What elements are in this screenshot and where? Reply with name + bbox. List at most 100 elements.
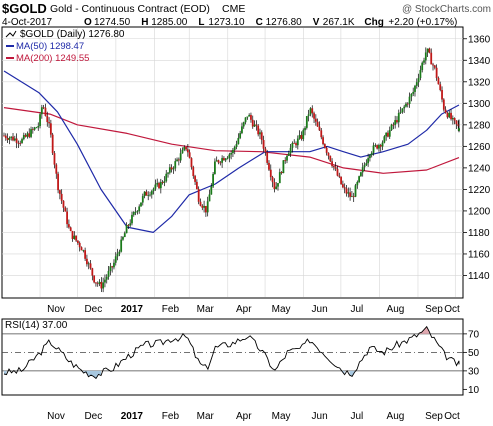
candle-body	[71, 230, 74, 239]
rsi-tick-label: 30	[468, 366, 480, 377]
candle-body	[123, 233, 126, 238]
candle-body	[396, 120, 398, 123]
candle-body	[114, 256, 117, 263]
candle-body	[250, 114, 252, 120]
candle-body	[304, 127, 306, 131]
candle-body	[122, 237, 124, 240]
ohlc-value-c: 1276.80	[266, 17, 303, 28]
candle-body	[428, 48, 431, 53]
candle-body	[266, 152, 269, 163]
candle-body	[120, 239, 123, 252]
rsi-reference-lines	[2, 333, 463, 372]
candle-body	[437, 78, 440, 85]
candle-body	[287, 153, 290, 156]
price-tick-label: 1140	[468, 271, 490, 282]
price-tick-label: 1300	[468, 99, 491, 110]
candle-body	[363, 165, 366, 168]
candle-body	[433, 65, 436, 68]
candle-body	[21, 139, 23, 143]
candle-body	[401, 108, 404, 112]
candle-body	[109, 266, 112, 271]
rsi-band-fill	[349, 370, 355, 377]
candle-body	[253, 124, 256, 127]
candle-body	[143, 191, 146, 197]
candle-body	[415, 82, 418, 86]
price-axis-labels: 1140 1160 1180 1200 1220 1240 1260 1280 1300 1320…	[463, 34, 491, 282]
candle-body	[176, 159, 178, 162]
candle-body	[192, 167, 195, 177]
candle-body	[48, 122, 50, 124]
candle-body	[316, 121, 319, 127]
candle-body	[91, 268, 94, 276]
price-grid	[2, 28, 463, 297]
ohlc-value-l: 1273.10	[208, 17, 245, 28]
candle-body	[352, 196, 355, 198]
candle-body	[215, 160, 218, 162]
price-month-label: Jul	[351, 304, 364, 315]
candle-body	[405, 103, 407, 107]
candle-body	[259, 132, 261, 135]
candle-body	[51, 134, 54, 154]
candle-body	[403, 106, 406, 109]
rsi-month-label: Oct	[444, 411, 460, 422]
candle-body	[57, 173, 59, 191]
rsi-path	[3, 325, 460, 380]
ma50-legend-label: MA(50) 1298.47	[16, 41, 84, 52]
candle-body	[307, 114, 310, 117]
candle-body	[145, 191, 148, 196]
candle-body	[421, 62, 424, 71]
price-tick-label: 1160	[468, 249, 490, 260]
candle-body	[453, 117, 456, 121]
symbol-title: $GOLD	[2, 1, 47, 16]
ohlc-readout: O 1274.50 H 1285.00 L 1273.10 C 1276.80 V 267.1K C…	[84, 17, 457, 28]
price-month-labels: Nov Dec 2017 Feb Mar Apr May Jun Jul Aug Sep Oct	[47, 304, 460, 315]
price-tick-label: 1280	[468, 120, 491, 131]
candle-body	[129, 223, 132, 226]
rsi-month-label: Sep	[425, 411, 443, 422]
rsi-title: RSI(14) 37.00	[5, 320, 68, 331]
candle-body	[325, 147, 328, 153]
candle-body	[248, 114, 251, 117]
rsi-panel	[1, 318, 464, 396]
ma-200--path	[3, 107, 460, 174]
rsi-tick-label: 10	[468, 385, 480, 396]
candle-body	[159, 182, 162, 189]
rsi-month-labels: Nov Dec 2017 Feb Mar Apr May Jun Jul Aug Sep Oct	[47, 411, 460, 422]
candle-body	[77, 240, 79, 243]
candle-body	[67, 224, 70, 228]
price-month-label: Dec	[84, 304, 102, 315]
candle-body	[154, 184, 157, 189]
candle-body	[217, 160, 220, 163]
candle-body	[35, 127, 38, 129]
candle-body	[116, 253, 119, 257]
candle-body	[435, 67, 438, 79]
rsi-month-label: 2017	[121, 411, 144, 422]
candle-body	[430, 52, 433, 65]
candle-body	[55, 164, 58, 174]
candle-body	[10, 136, 13, 138]
candle-body	[260, 132, 263, 141]
rsi-month-label: Dec	[84, 411, 102, 422]
candle-body	[156, 182, 159, 185]
candle-body	[388, 130, 391, 137]
candle-body	[96, 283, 99, 285]
candle-body	[80, 247, 83, 251]
candle-body	[332, 166, 335, 168]
candle-body	[305, 116, 308, 128]
price-month-label: Aug	[387, 304, 405, 315]
candle-body	[78, 242, 81, 248]
candle-body	[98, 281, 101, 284]
candle-body	[58, 190, 61, 194]
candle-body	[372, 145, 375, 153]
price-month-label: 2017	[121, 304, 144, 315]
candle-body	[113, 262, 115, 268]
candle-body	[125, 224, 128, 234]
ma200-legend-label: MA(200) 1249.55	[16, 53, 89, 64]
candle-body	[293, 142, 296, 144]
rsi-tick-label: 70	[468, 329, 480, 340]
candle-body	[291, 142, 294, 148]
candle-body	[17, 142, 20, 144]
candle-body	[3, 135, 5, 137]
candle-body	[232, 149, 234, 154]
